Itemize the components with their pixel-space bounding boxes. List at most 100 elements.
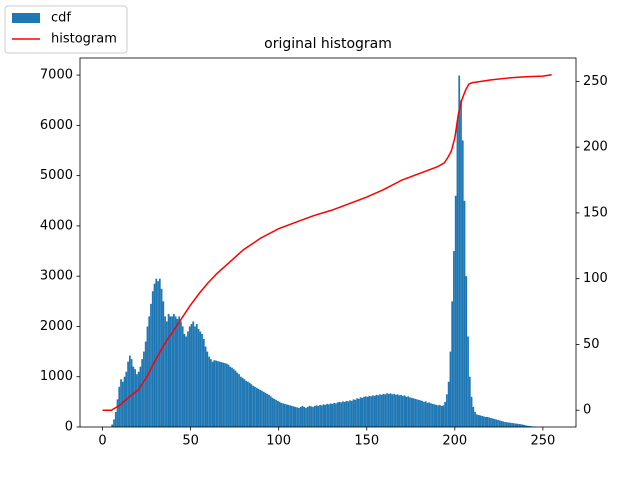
- bar: [393, 393, 395, 427]
- bar: [171, 316, 173, 427]
- bar: [493, 418, 496, 427]
- bar: [343, 401, 346, 427]
- y-tick-label: 5000: [40, 168, 73, 183]
- bar: [224, 363, 226, 427]
- bar: [497, 419, 499, 427]
- bar: [217, 361, 219, 427]
- bar: [512, 423, 515, 427]
- bar: [372, 395, 374, 427]
- bar: [525, 425, 528, 427]
- bar: [521, 424, 524, 427]
- bar: [229, 366, 232, 427]
- bar: [370, 396, 373, 427]
- bar: [155, 278, 158, 427]
- bar: [440, 405, 443, 427]
- bar: [347, 401, 350, 427]
- bar: [495, 419, 498, 427]
- bar: [350, 400, 353, 427]
- bar: [423, 401, 425, 427]
- bar: [283, 403, 286, 427]
- y-tick-label: 4000: [40, 218, 73, 233]
- bar: [322, 404, 325, 427]
- bar: [276, 400, 279, 427]
- bar: [345, 400, 348, 427]
- bar: [143, 351, 145, 427]
- bar: [114, 411, 117, 427]
- chart-title: original histogram: [264, 36, 392, 52]
- bar: [424, 401, 427, 427]
- bar: [373, 395, 376, 427]
- bar: [442, 405, 445, 427]
- bar: [426, 402, 429, 427]
- y2-tick-label: 200: [583, 140, 608, 155]
- bar: [523, 424, 526, 427]
- bar: [368, 395, 371, 427]
- bar: [248, 382, 251, 427]
- y2-tick-label: 50: [583, 337, 600, 352]
- bar: [398, 395, 401, 427]
- bar: [484, 416, 487, 427]
- bar: [194, 326, 196, 427]
- bar: [137, 371, 140, 427]
- bar: [220, 362, 223, 427]
- bar: [387, 393, 390, 427]
- bar: [232, 369, 235, 427]
- bar: [446, 394, 448, 427]
- y2-tick-label: 250: [583, 74, 608, 89]
- bar: [132, 366, 135, 427]
- bar: [357, 398, 360, 427]
- bar: [437, 405, 439, 427]
- x-tick-label: 50: [182, 434, 199, 449]
- bar: [328, 404, 330, 427]
- bar: [454, 195, 457, 427]
- bar: [243, 379, 246, 427]
- bar: [458, 75, 461, 427]
- bar: [366, 396, 369, 427]
- bar: [375, 394, 378, 427]
- bar: [118, 386, 121, 427]
- bar: [174, 316, 177, 427]
- bar: [490, 417, 492, 427]
- bar: [486, 416, 489, 427]
- bar: [181, 326, 184, 427]
- bar: [354, 399, 357, 427]
- bar: [475, 414, 478, 427]
- bar: [225, 363, 228, 427]
- bar: [187, 331, 189, 427]
- bar: [428, 402, 431, 427]
- bar: [438, 404, 441, 427]
- bar: [528, 425, 531, 427]
- bar: [435, 404, 438, 427]
- bar: [474, 411, 476, 427]
- bar: [444, 401, 447, 427]
- x-tick-label: 150: [354, 434, 379, 449]
- bar: [188, 326, 191, 427]
- bar: [352, 399, 355, 427]
- bar: [481, 415, 483, 427]
- bar: [241, 377, 244, 427]
- bar: [160, 288, 163, 427]
- bar: [282, 403, 284, 427]
- bar: [340, 402, 343, 427]
- bar: [185, 336, 188, 427]
- bar: [151, 291, 154, 427]
- bar: [414, 398, 417, 427]
- bar: [514, 423, 517, 427]
- bar: [504, 421, 506, 427]
- bar: [298, 407, 300, 427]
- bar: [236, 372, 239, 427]
- bar: [139, 366, 142, 427]
- bar: [502, 421, 505, 427]
- bar: [449, 351, 452, 427]
- bar: [456, 120, 459, 427]
- bar: [180, 321, 182, 427]
- bar: [403, 395, 406, 427]
- bar: [405, 396, 408, 427]
- bar: [303, 406, 306, 427]
- bar: [491, 418, 494, 427]
- bar: [417, 399, 420, 427]
- line: [102, 74, 552, 411]
- bar: [292, 406, 295, 427]
- bar: [130, 359, 133, 427]
- bar: [306, 406, 309, 427]
